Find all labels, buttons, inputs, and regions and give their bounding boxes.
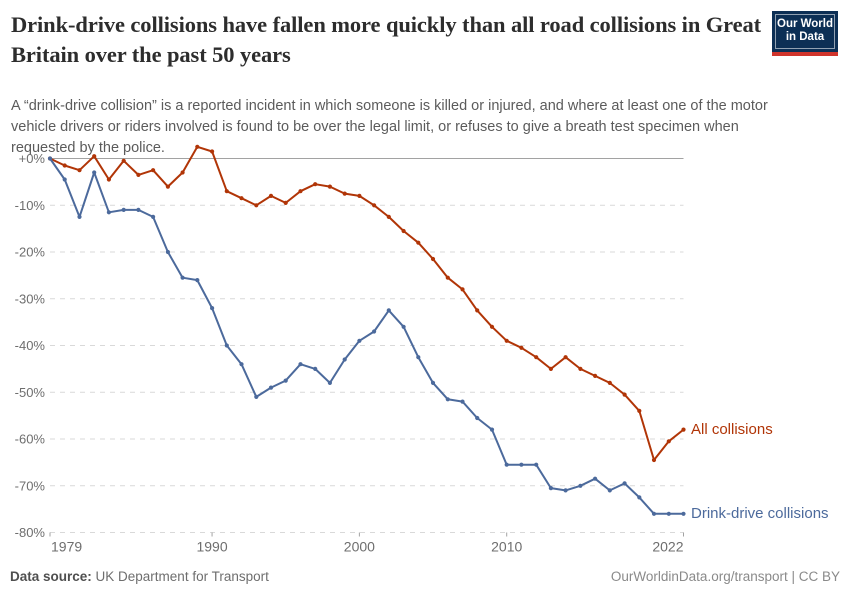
- y-axis-tick-label: -80%: [15, 525, 46, 540]
- y-axis-tick-label: -30%: [15, 291, 46, 306]
- data-source-line: Data source: UK Department for Transport: [10, 567, 269, 587]
- y-axis-tick-label: -10%: [15, 198, 46, 213]
- series-drink-drive-collisions: [47, 156, 686, 516]
- data-source-label: Data source:: [10, 569, 92, 584]
- chart-title: Drink-drive collisions have fallen more …: [11, 12, 762, 67]
- chart-subtitle: A “drink-drive collision” is a reported …: [11, 98, 768, 156]
- y-axis-tick-label: -40%: [15, 338, 46, 353]
- x-axis: 1979 1990 2000 2010 2022: [49, 532, 684, 555]
- chart-footer: Data source: UK Department for Transport…: [10, 567, 840, 587]
- legend-drink-drive-collisions: Drink-drive collisions: [691, 504, 829, 522]
- x-axis-tick-label: 2022: [652, 539, 683, 555]
- x-axis-tick-label: 1979: [51, 539, 82, 555]
- owid-logo: Our World in Data: [772, 11, 838, 56]
- series-line-drink-drive-collisions: [49, 157, 684, 515]
- owid-logo-red-bar: [772, 52, 838, 56]
- y-axis-tick-label: -50%: [15, 385, 46, 400]
- y-gridlines: +0%-10%-20%-30%-40%-50%-60%-70%-80%: [15, 151, 684, 540]
- owid-logo-text-line1: Our World: [777, 18, 834, 30]
- owid-logo-box: Our World in Data: [772, 11, 838, 52]
- x-axis-tick-label: 1990: [196, 539, 227, 555]
- attribution-text: OurWorldinData.org/transport | CC BY: [610, 569, 840, 584]
- x-axis-tick-label: 2000: [344, 539, 375, 555]
- data-source-value: UK Department for Transport: [91, 569, 269, 584]
- series-line-all-collisions: [49, 145, 685, 461]
- y-axis-tick-label: -60%: [15, 432, 46, 447]
- y-axis-tick-label: -20%: [15, 245, 46, 260]
- owid-logo-frame: Our World in Data: [775, 14, 835, 49]
- x-axis-tick-label: 2010: [491, 539, 522, 555]
- legend-all-collisions: All collisions: [691, 420, 773, 438]
- series-all-collisions: [47, 144, 686, 463]
- owid-logo-text-line2: in Data: [785, 31, 825, 43]
- y-axis-tick-label: -70%: [15, 478, 46, 493]
